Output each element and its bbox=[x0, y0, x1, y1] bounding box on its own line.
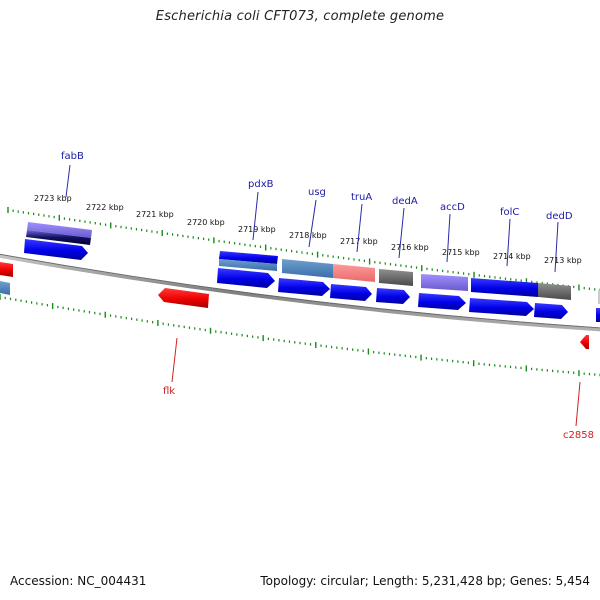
gene-arrows-plus bbox=[24, 239, 600, 322]
gene-leader-lines bbox=[65, 164, 559, 273]
gene-arrow-minus-flk[interactable] bbox=[158, 288, 209, 308]
gene-arrows-minus bbox=[0, 262, 589, 349]
feature-block[interactable] bbox=[26, 230, 91, 245]
tick-marks-outer bbox=[7, 207, 600, 292]
tick-label: 2722 kbp bbox=[86, 203, 124, 212]
gene-label-dedD[interactable]: dedD bbox=[546, 211, 573, 222]
gene-label-dedA[interactable]: dedA bbox=[392, 196, 418, 207]
gene-arrow[interactable] bbox=[469, 298, 534, 316]
gene-label-pdxB[interactable]: pdxB bbox=[248, 179, 274, 190]
tick-marks-inner bbox=[0, 294, 600, 377]
feature-block[interactable] bbox=[219, 259, 277, 271]
tick-label: 2720 kbp bbox=[187, 218, 225, 227]
genome-backbone bbox=[0, 253, 600, 332]
tick-label: 2713 kbp bbox=[544, 256, 582, 265]
feature-block[interactable] bbox=[471, 278, 538, 297]
feature-block[interactable] bbox=[27, 222, 92, 238]
gene-arrow[interactable] bbox=[596, 308, 600, 322]
feature-band-outer bbox=[26, 222, 600, 304]
gene-label-fabB[interactable]: fabB bbox=[61, 151, 84, 162]
genome-summary-text: Topology: circular; Length: 5,231,428 bp… bbox=[260, 574, 590, 588]
gene-arrow[interactable] bbox=[534, 303, 568, 319]
tick-label: 2718 kbp bbox=[289, 231, 327, 240]
gene-arrow[interactable] bbox=[418, 293, 466, 310]
gene-arrow[interactable] bbox=[0, 281, 10, 295]
gene-arrow-minus-c2858[interactable] bbox=[580, 335, 589, 349]
gene-arrow[interactable] bbox=[24, 239, 88, 260]
gene-label-flk[interactable]: flk bbox=[163, 386, 175, 397]
map-title: Escherichia coli CFT073, complete genome bbox=[155, 9, 445, 24]
gene-leader-lines-minus bbox=[171, 337, 581, 427]
tick-label: 2721 kbp bbox=[136, 210, 174, 219]
gene-label-c2858[interactable]: c2858 bbox=[563, 430, 594, 441]
tick-label: 2715 kbp bbox=[442, 248, 480, 257]
feature-block[interactable] bbox=[282, 259, 333, 278]
gene-arrow[interactable] bbox=[278, 278, 330, 296]
gene-label-usg[interactable]: usg bbox=[308, 187, 326, 198]
feature-block[interactable] bbox=[379, 269, 413, 286]
gene-arrow-minus[interactable] bbox=[0, 262, 13, 277]
gene-arrow[interactable] bbox=[330, 284, 372, 301]
gene-label-accD[interactable]: accD bbox=[440, 202, 465, 213]
tick-label: 2714 kbp bbox=[493, 252, 531, 261]
gene-arrow[interactable] bbox=[376, 288, 410, 304]
tick-label: 2716 kbp bbox=[391, 243, 429, 252]
feature-block[interactable] bbox=[333, 264, 375, 282]
accession-text: Accession: NC_004431 bbox=[10, 574, 147, 588]
tick-label: 2717 kbp bbox=[340, 237, 378, 246]
feature-block[interactable] bbox=[538, 283, 571, 300]
gene-label-truA[interactable]: truA bbox=[351, 192, 372, 203]
gene-label-folC[interactable]: folC bbox=[500, 207, 519, 218]
tick-label: 2719 kbp bbox=[238, 225, 276, 234]
tick-labels: 2723 kbp 2722 kbp 2721 kbp 2720 kbp 2719… bbox=[34, 194, 582, 265]
feature-block[interactable] bbox=[421, 274, 468, 291]
gene-arrow[interactable] bbox=[217, 268, 275, 288]
tick-label: 2723 kbp bbox=[34, 194, 72, 203]
feature-block[interactable] bbox=[219, 251, 278, 264]
